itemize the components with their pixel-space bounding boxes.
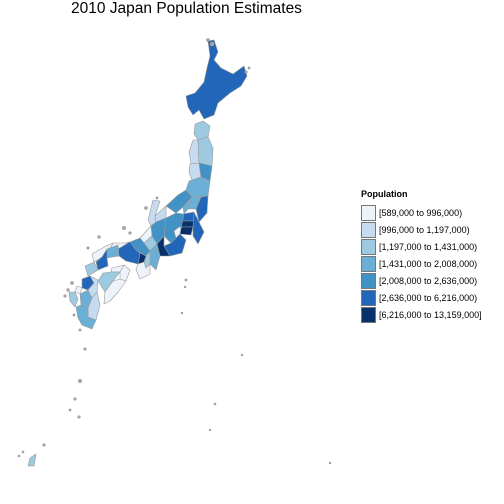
legend-item: [6,216,000 to 13,159,000] [361,306,482,323]
islet [144,206,148,210]
region-kanagawa [179,226,194,236]
region-nagasaki [68,291,79,308]
islet [128,231,132,235]
legend-item: [2,636,000 to 6,216,000) [361,289,482,306]
region-tokyo [180,220,195,228]
islet [240,353,244,357]
islet [21,450,25,454]
islet [72,313,76,317]
islet [209,41,215,47]
legend-item: [2,008,000 to 2,636,000) [361,272,482,289]
islet [183,285,187,289]
legend-label: [2,008,000 to 2,636,000) [379,275,478,286]
islet [66,288,70,292]
map-title: 2010 Japan Population Estimates [71,0,302,17]
legend-swatch [361,289,376,306]
islet [328,461,332,465]
islet [17,454,21,458]
region-gunma [182,196,193,215]
islet [78,328,82,332]
legend-item: [1,431,000 to 2,008,000) [361,255,482,272]
legend-item: [589,000 to 996,000) [361,204,482,221]
legend-swatch [361,221,376,238]
region-saga [74,285,83,295]
islet [206,38,210,42]
islet [83,347,87,351]
region-yamaguchi [84,261,99,277]
legend-label: [996,000 to 1,197,000) [379,224,470,235]
legend-item: [996,000 to 1,197,000) [361,221,482,238]
islet [208,428,212,432]
islet [42,443,46,447]
legend-swatch [361,238,376,255]
islet [77,379,82,384]
region-shizuoka [163,233,187,257]
islet [97,235,101,239]
islet [121,225,126,230]
legend-entries: [589,000 to 996,000) [996,000 to 1,197,00… [361,204,482,323]
islet [155,196,159,200]
region-iwate [197,136,214,167]
islet [184,278,188,282]
region-akita [188,139,200,165]
islet [213,402,217,406]
islet [73,397,77,401]
legend-label: [1,431,000 to 2,008,000) [379,258,478,269]
islet [70,281,74,285]
legend-swatch [361,272,376,289]
region-okinawa [27,453,37,467]
region-wakayama [135,261,151,280]
legend-label: [6,216,000 to 13,159,000] [379,309,482,320]
legend-item: [1,197,000 to 1,431,000) [361,238,482,255]
islet [63,294,67,298]
legend-swatch [361,204,376,221]
legend-label: [1,197,000 to 1,431,000) [379,241,478,252]
region-tokushima [119,264,131,282]
islet [247,66,251,70]
legend-title: Population [361,189,408,199]
region-kagoshima [75,304,97,330]
islet [244,70,248,74]
islet [86,246,90,250]
region-hyogo [117,241,141,265]
islet [68,408,72,412]
legend-label: [2,636,000 to 6,216,000) [379,292,478,303]
islet [77,415,81,419]
region-kochi [103,278,127,305]
legend-swatch [361,306,376,323]
legend-swatch [361,255,376,272]
legend-label: [589,000 to 996,000) [379,207,463,218]
islet [180,311,184,315]
legend: Population [589,000 to 996,000) [996,000 … [361,189,482,323]
region-hokkaido [185,39,248,120]
